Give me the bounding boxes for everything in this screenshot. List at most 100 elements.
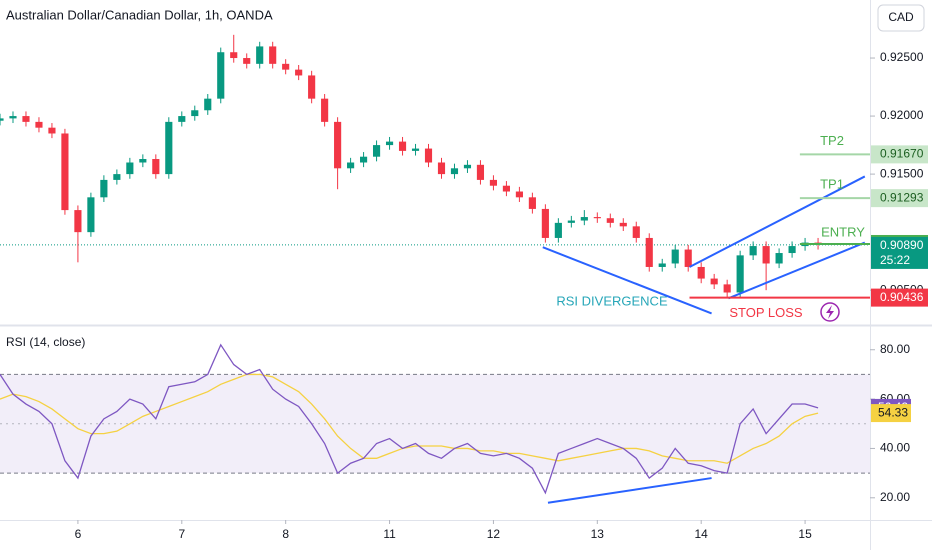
candle-body (541, 208, 549, 238)
last-price-label: 0.90890 (880, 238, 924, 252)
rsi-title: RSI (14, close) (6, 335, 85, 349)
candle-body (476, 164, 485, 180)
currency-button[interactable] (877, 4, 925, 32)
candle-body (424, 148, 433, 163)
candle-body (165, 121, 173, 175)
icon-bolt[interactable] (826, 305, 834, 319)
candle-body (191, 110, 199, 117)
x-tick-label: 13 (591, 527, 605, 541)
candle-body (126, 162, 134, 175)
candle-body (775, 253, 783, 264)
level-price-box (871, 189, 928, 208)
candle-body (528, 197, 536, 209)
candle-body (593, 217, 601, 219)
level-name: ENTRY (821, 224, 865, 239)
candle-body (113, 174, 121, 180)
candle-body (489, 179, 498, 186)
candle-body (295, 69, 303, 76)
annotation: RSI DIVERGENCE (556, 293, 668, 308)
candle-body (243, 58, 251, 64)
candle-body (580, 217, 588, 221)
candle-body (463, 164, 472, 169)
countdown: 25:22 (880, 253, 910, 267)
candle-body (230, 52, 238, 59)
level-price-label: 0.90436 (880, 290, 924, 304)
candle-body (217, 52, 225, 99)
candle-body (35, 121, 43, 128)
y-tick-label: 0.92500 (880, 50, 924, 64)
level-price-box (871, 288, 928, 307)
lightning-icon[interactable] (820, 302, 840, 322)
candle-body (450, 168, 459, 175)
candle-body (321, 98, 329, 122)
candle-body (749, 246, 757, 256)
candle-body (204, 98, 212, 111)
candle-body (515, 191, 523, 198)
rsi-y-tick-label: 80.00 (880, 342, 910, 356)
y-tick-label: 0.92000 (880, 108, 924, 122)
candle-body (606, 218, 614, 223)
trend-line (728, 241, 866, 300)
candle-body (308, 75, 316, 99)
y-tick-label: 0.91500 (880, 166, 924, 180)
level-price-label: 0.91670 (880, 147, 924, 161)
x-tick-label: 14 (695, 527, 709, 541)
rsi-line (0, 343, 819, 495)
candle-body (87, 197, 95, 233)
x-tick-label: 8 (282, 527, 289, 541)
candle-body (567, 220, 575, 223)
level-name: STOP LOSS (729, 305, 803, 320)
rsi-ma-line (0, 373, 819, 464)
candle-body (398, 141, 407, 151)
candle-body (360, 156, 368, 163)
candle-body (178, 116, 186, 122)
candle-body (100, 179, 108, 198)
level-price-box (871, 145, 928, 164)
rsi-y-tick-label: 40.00 (880, 441, 910, 455)
rsi-value-box (871, 404, 911, 423)
level-name: TP1 (820, 177, 844, 192)
candle-body (684, 249, 692, 267)
x-tick-label: 15 (798, 527, 812, 541)
candle-body (61, 133, 69, 211)
candle-body (0, 118, 4, 121)
candle-body (502, 185, 510, 192)
currency[interactable]: CAD (888, 10, 914, 24)
x-tick-label: 12 (487, 527, 501, 541)
rsi-y-tick-label: 20.00 (880, 490, 910, 504)
x-tick-label: 6 (75, 527, 82, 541)
candle-body (74, 210, 82, 233)
candle-body (788, 246, 796, 254)
candle-body (710, 278, 718, 285)
candle-body (437, 162, 446, 175)
x-tick-label: 7 (178, 527, 185, 541)
chart-title: Australian Dollar/Canadian Dollar, 1h, O… (6, 7, 273, 22)
candle-body (269, 46, 277, 64)
candle-body (411, 148, 420, 151)
candle-body (762, 246, 770, 264)
candle-body (139, 159, 147, 163)
x-tick-label: 11 (383, 527, 396, 541)
candle-body (372, 145, 381, 157)
candle-body (671, 249, 679, 264)
candle-body (645, 237, 653, 267)
candle-body (9, 116, 17, 119)
candle-body (334, 121, 342, 169)
candle-body (619, 222, 627, 227)
candle-body (152, 159, 160, 175)
candle-body (48, 127, 56, 134)
candle-body (632, 226, 640, 238)
candle-body (658, 263, 666, 267)
rsi-value-label: 54.33 (878, 405, 908, 419)
candle-body (554, 222, 562, 238)
candle-body (256, 46, 264, 64)
last-price-box (871, 236, 928, 269)
trend-line (542, 246, 712, 315)
candle-body (697, 266, 705, 279)
candle-body (723, 284, 731, 293)
candle-body (347, 162, 355, 169)
candle-body (22, 116, 30, 122)
level-price-label: 0.91293 (880, 190, 924, 204)
